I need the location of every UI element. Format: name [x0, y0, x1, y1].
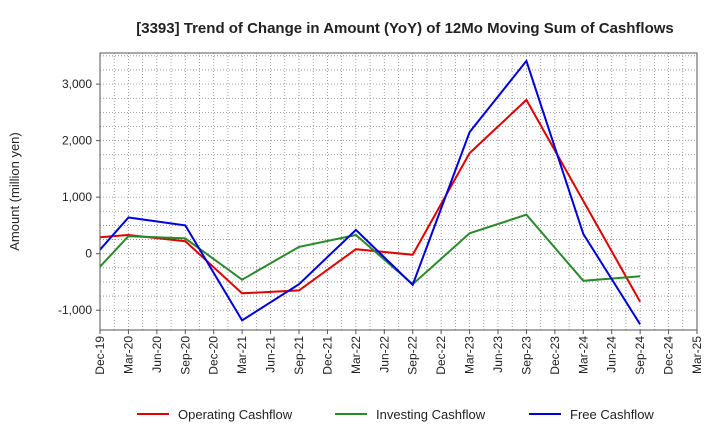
y-axis: -1,000 0 1,000 2,000 3,000	[58, 77, 100, 317]
chart-title: [3393] Trend of Change in Amount (YoY) o…	[136, 20, 674, 37]
x-tick-label: Dec-24	[662, 336, 676, 375]
x-tick-label: Dec-19	[93, 336, 107, 375]
x-tick-label: Mar-24	[576, 336, 590, 374]
x-tick-label: Jun-20	[150, 336, 164, 373]
y-tick-label: 3,000	[62, 77, 92, 91]
x-tick-label: Dec-20	[207, 336, 221, 375]
legend-label: Free Cashflow	[570, 407, 654, 422]
x-tick-label: Mar-23	[463, 336, 477, 374]
x-tick-label: Sep-23	[519, 336, 533, 375]
x-tick-label: Sep-24	[633, 336, 647, 375]
x-tick-label: Jun-23	[491, 336, 505, 373]
x-tick-label: Mar-22	[349, 336, 363, 374]
grid-layer	[99, 53, 698, 330]
series-layer	[99, 58, 641, 325]
x-tick-label: Dec-21	[320, 336, 334, 375]
y-tick-label: 2,000	[62, 134, 92, 148]
x-axis: Dec-19 Mar-20 Jun-20 Sep-20 Dec-20 Mar-21 Jun-…	[93, 330, 704, 375]
x-tick-label: Sep-22	[406, 336, 420, 375]
x-tick-label: Jun-22	[377, 336, 391, 373]
x-tick-label: Dec-22	[434, 336, 448, 375]
plot-frame	[99, 52, 698, 331]
x-tick-label: Sep-21	[292, 336, 306, 375]
x-tick-label: Mar-25	[690, 336, 704, 374]
x-tick-label: Mar-20	[121, 336, 135, 374]
y-tick-label: 1,000	[62, 190, 92, 204]
y-tick-label: -1,000	[58, 303, 92, 317]
y-tick-label: 0	[85, 247, 92, 261]
x-tick-label: Sep-20	[178, 336, 192, 375]
x-tick-label: Jun-24	[605, 336, 619, 373]
y-axis-label: Amount (million yen)	[7, 132, 22, 251]
legend-label: Operating Cashflow	[178, 407, 293, 422]
x-tick-label: Jun-21	[264, 336, 278, 373]
legend: Operating Cashflow Investing Cashflow Free…	[137, 407, 654, 422]
x-tick-label: Dec-23	[548, 336, 562, 375]
legend-label: Investing Cashflow	[376, 407, 486, 422]
x-tick-label: Mar-21	[235, 336, 249, 374]
